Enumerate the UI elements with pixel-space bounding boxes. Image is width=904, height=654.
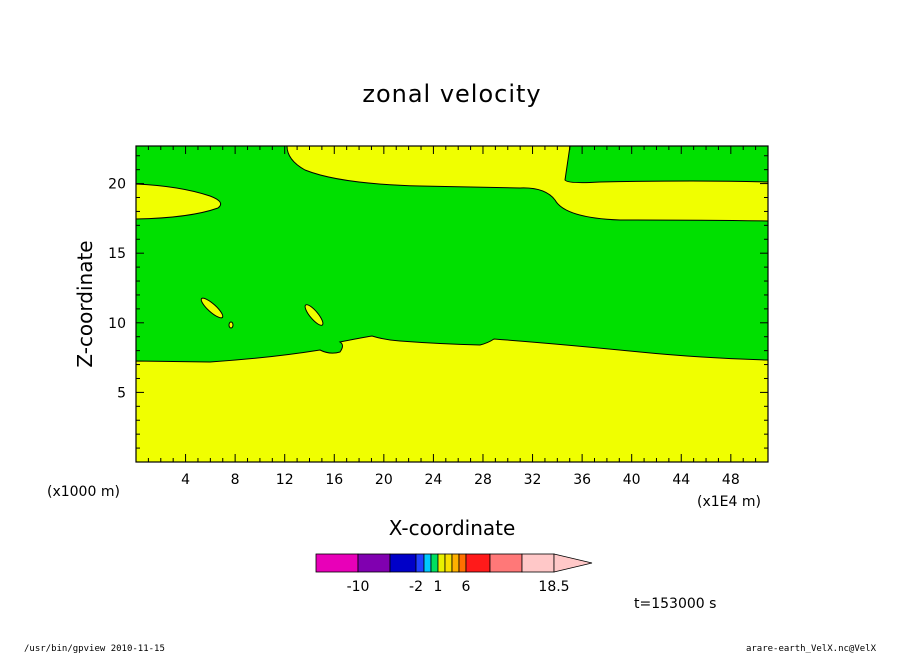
field-yellow-blob-2 — [304, 304, 324, 326]
colorbar-segment — [521, 553, 555, 573]
colorbar-segment — [315, 553, 359, 573]
field-yellow-upper-left — [135, 183, 222, 220]
x-tick-label: 32 — [524, 472, 542, 488]
y-tick-label: 15 — [108, 246, 126, 262]
field-yellow-upper-band — [286, 145, 769, 222]
colorbar-segment — [430, 553, 439, 573]
colorbar — [315, 553, 593, 573]
x-tick-label: 4 — [181, 472, 190, 488]
colorbar-segment — [458, 553, 467, 573]
y-axis-label: Z-coordinate — [73, 240, 97, 367]
chart-title: zonal velocity — [362, 80, 541, 108]
plot-frame — [135, 145, 769, 463]
x-tick-label: 28 — [474, 472, 492, 488]
colorbar-segment — [423, 553, 432, 573]
colorbar-tick-label: -10 — [347, 579, 370, 595]
colorbar-tick-label: 1 — [434, 579, 443, 595]
y-tick-label: 20 — [108, 177, 126, 193]
field-yellow-blob-3 — [228, 321, 234, 329]
y-unit-label: (x1000 m) — [47, 484, 120, 500]
colorbar-segment — [489, 553, 523, 573]
x-tick-label: 16 — [325, 472, 343, 488]
x-tick-label: 8 — [231, 472, 240, 488]
colorbar-tick-labels: -10 -2 1 6 18.5 — [347, 579, 570, 595]
x-tick-label: 48 — [722, 472, 740, 488]
colorbar-tick-label: 18.5 — [538, 579, 569, 595]
colorbar-tick-label: -2 — [409, 579, 423, 595]
x-tick-label: 36 — [573, 472, 591, 488]
colorbar-segment — [389, 553, 417, 573]
y-tick-label: 10 — [108, 316, 126, 332]
plot-area — [135, 145, 769, 463]
x-tick-label: 44 — [672, 472, 690, 488]
footer-left: /usr/bin/gpview 2010-11-15 — [24, 644, 165, 654]
colorbar-segment — [444, 553, 453, 573]
x-axis-label: X-coordinate — [389, 516, 516, 540]
field-yellow-blob-1 — [200, 297, 224, 319]
colorbar-arrow — [553, 553, 593, 573]
x-tick-label: 12 — [276, 472, 294, 488]
field-yellow-lower — [135, 335, 769, 463]
x-tick-label: 40 — [623, 472, 641, 488]
x-tick-labels: 4 8 12 16 20 24 28 32 36 40 44 48 — [181, 472, 740, 488]
x-unit-label: (x1E4 m) — [697, 494, 761, 510]
time-label: t=153000 s — [634, 596, 716, 612]
colorbar-segment — [451, 553, 460, 573]
colorbar-segment — [357, 553, 391, 573]
x-tick-label: 24 — [424, 472, 442, 488]
colorbar-segment — [437, 553, 446, 573]
colorbar-tick-label: 6 — [462, 579, 471, 595]
colorbar-segment — [415, 553, 425, 573]
y-tick-label: 5 — [117, 385, 126, 401]
axis-ticks — [136, 146, 768, 462]
colorbar-segment — [465, 553, 491, 573]
footer-right: arare-earth_VelX.nc@VelX — [746, 644, 877, 654]
y-tick-labels: 5 10 15 20 — [108, 177, 126, 402]
x-tick-label: 20 — [375, 472, 393, 488]
